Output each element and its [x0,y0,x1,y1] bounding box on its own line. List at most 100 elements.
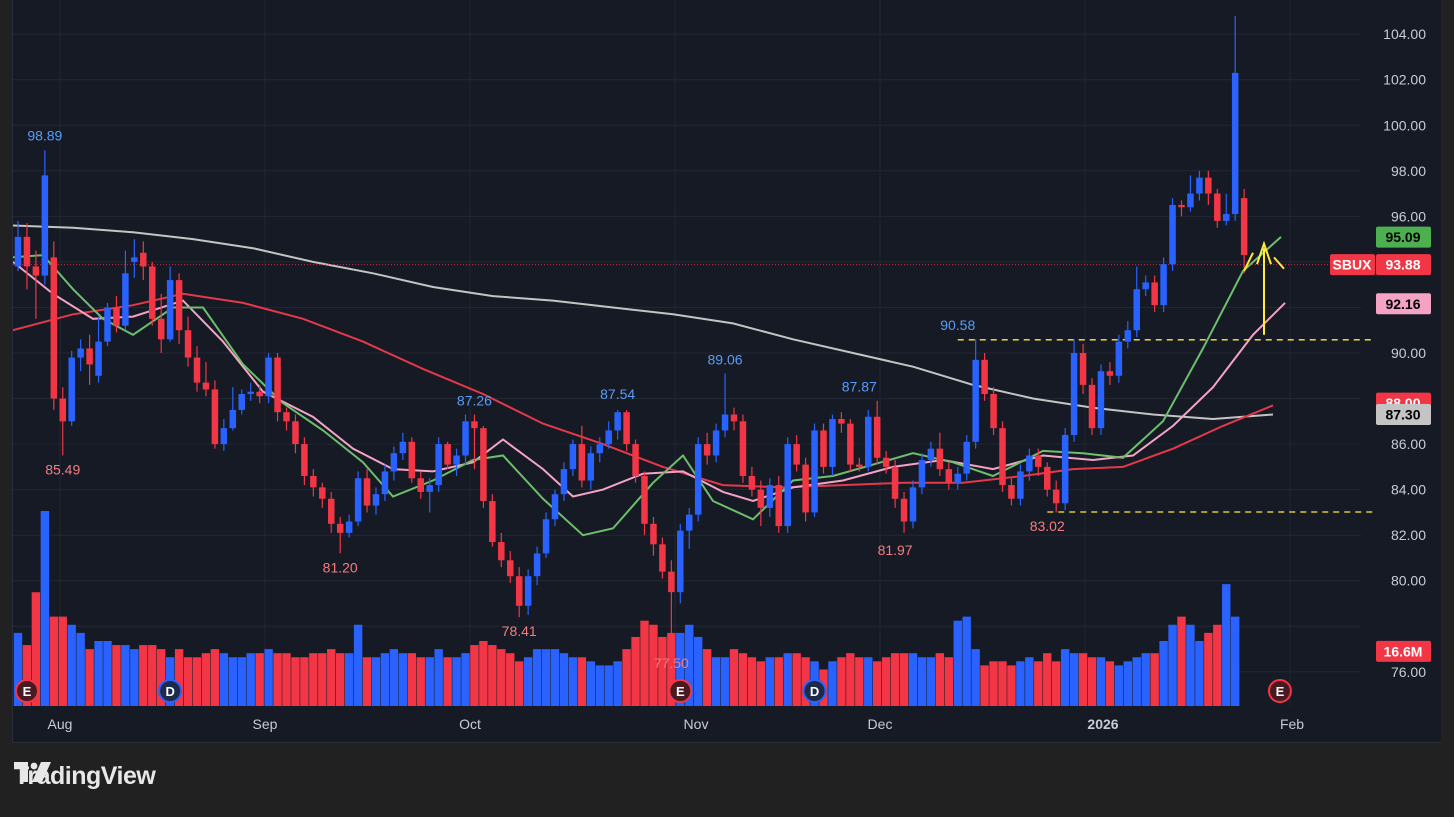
candle-body [829,419,836,467]
volume-bar [470,645,479,706]
candle-body [856,464,863,467]
candle-body [390,453,398,472]
candle-body [480,428,487,502]
volume-bar [998,661,1007,706]
volume-bar [846,653,855,706]
candle-body [909,487,917,522]
price-badge-text: 93.88 [1385,257,1420,273]
symbol-badge-text: SBUX [1333,257,1373,273]
volume-bar [559,653,569,706]
candle-body [104,307,111,342]
volume-bar [855,657,864,706]
price-axis[interactable]: 104.00 102.00 100.00 98.00 96.00 90.00 86.00 84… [1383,26,1426,680]
volume-bar [246,653,255,706]
volume-bar [523,657,533,706]
candle-body [632,444,639,476]
volume-bar [1016,661,1025,706]
candle-body [1008,485,1015,499]
price-badge-text: 92.16 [1385,296,1420,312]
candle-body [1187,193,1194,208]
volume-bar [1141,653,1150,706]
volume-bar [85,649,94,706]
volume-bar [747,657,757,706]
volume-bar [541,649,551,706]
volume-bar [595,665,604,706]
volume-bar [130,649,139,706]
volume-bar [1052,661,1061,706]
candle-body [712,430,720,456]
volume-bar [461,653,470,706]
candle-body [229,409,237,429]
volume-bar [711,657,721,706]
candle-body [1133,289,1140,331]
volume-bar [685,624,694,706]
annotation-arrow [1243,240,1285,335]
swing-label: 90.58 [940,317,975,333]
candle-body [972,359,979,442]
candle-body [59,398,66,422]
volume-bar [1222,584,1231,706]
volume-bar [112,645,121,706]
time-axis-label: Nov [684,716,709,732]
chart-panel[interactable]: 98.89 85.49 81.20 87.26 78.41 87.54 77.50 89.06… [12,0,1441,743]
candle-body [668,571,675,593]
time-axis-label: Dec [868,716,893,732]
volume-bar [640,620,649,706]
sma50-line [13,292,1274,489]
volume-bar [22,645,32,706]
dividend-marker [802,679,827,703]
volume-bar [318,653,327,706]
event-marker-letter: E [23,684,32,699]
tradingview-brand[interactable]: TradingView [14,762,156,791]
volume-bar [506,653,515,706]
candle-body [1151,282,1158,306]
candle-body [1044,466,1051,490]
arrow-head [1256,240,1272,265]
price-axis-tick: 96.00 [1391,208,1426,224]
volume-bar [291,657,300,706]
volume-bar [139,645,148,706]
volume-bar [264,649,273,706]
volume-bar [1007,665,1016,706]
candle-body [1142,282,1149,290]
volume-bar [667,632,676,706]
volume-bar [201,653,211,706]
candlestick-chart[interactable]: 98.89 85.49 81.20 87.26 78.41 87.54 77.50 89.06… [13,0,1441,742]
volume-bar [935,653,945,706]
volume-bar [362,657,372,706]
candle-body [650,523,657,545]
volume-bar [586,661,595,706]
candle-body [363,478,371,506]
horizontal-level-lines [13,264,1375,513]
time-axis[interactable]: Aug Sep Oct Nov Dec 2026 Feb [48,716,1305,732]
price-candles [14,15,1248,650]
volume-bar [255,653,264,706]
candle-body [900,498,908,522]
candle-body [542,519,550,554]
price-badge [1376,403,1431,425]
candle-body [417,478,424,492]
candle-body [86,348,93,365]
candle-body [730,414,738,422]
volume-bar [577,657,587,706]
candle-body [1079,353,1087,385]
volume-bar [694,636,703,706]
volume-bar [1105,661,1115,706]
candle-body [1205,177,1212,194]
volume-bar [398,653,408,706]
candle-body [220,428,228,445]
volume-bar [309,653,318,706]
swing-label: 77.50 [654,655,689,671]
candle-body [945,469,953,483]
volume-bar [407,653,416,706]
volume-bar [631,636,640,706]
volume-bar [926,657,936,706]
candle-body [23,236,31,267]
candle-body [14,236,22,267]
volume-bar [1087,657,1097,706]
candle-body [721,414,729,431]
candle-body [1088,384,1096,429]
event-marker-letter: E [1276,684,1285,699]
